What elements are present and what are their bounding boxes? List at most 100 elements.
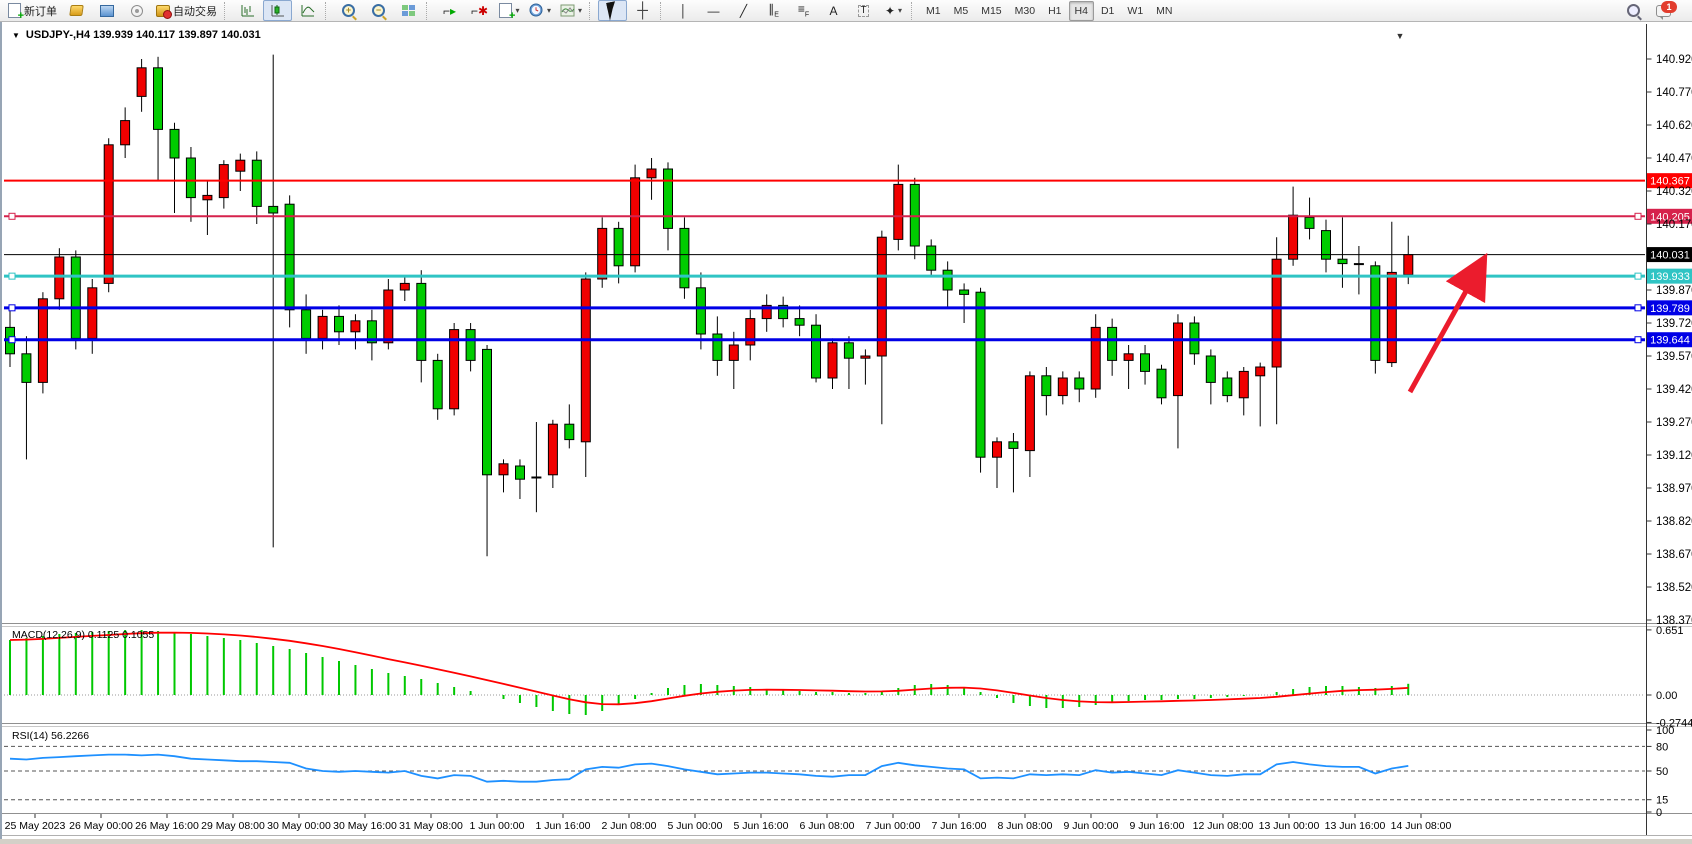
price-tag-label: 139.933: [1650, 271, 1690, 283]
macd-axis-label: -0.2744: [1656, 717, 1692, 729]
price-axis-label: 140.320: [1656, 186, 1692, 198]
line-chart-button[interactable]: [293, 0, 322, 21]
date-axis-label: 9 Jun 00:00: [1064, 820, 1119, 832]
templates-button[interactable]: ▾: [556, 0, 586, 21]
candle: [301, 294, 312, 354]
timeframe-m1[interactable]: M1: [926, 4, 941, 17]
candle: [1041, 367, 1052, 416]
candle: [1156, 364, 1167, 405]
show-indicator-window-button[interactable]: ⌐▸: [435, 0, 464, 21]
date-axis-label: 26 May 00:00: [69, 820, 133, 832]
crosshair-tool-button[interactable]: ┼: [628, 0, 657, 21]
timeframe-mn[interactable]: MN: [1156, 4, 1173, 17]
vline-tool-button[interactable]: │: [669, 0, 698, 21]
add-indicator-icon: [499, 3, 515, 22]
periods-button[interactable]: ▾: [525, 0, 555, 21]
candle: [185, 147, 196, 222]
candle: [811, 314, 821, 383]
toolbar-separator: [589, 1, 595, 20]
timeframe-toolbar: M1 M5 M15 M30 H1 H4 D1 W1 MN: [920, 0, 1178, 21]
price-axis-label: 138.970: [1656, 483, 1692, 495]
timeframe-h1[interactable]: H1: [1048, 4, 1062, 17]
candle: [1386, 221, 1397, 367]
line-handle[interactable]: [8, 336, 16, 344]
line-handle[interactable]: [8, 272, 16, 280]
price-chart[interactable]: 140.367 140.205 140.031 139.933 139.789 139.6…: [2, 22, 1692, 839]
label-tool-button[interactable]: T: [849, 0, 878, 21]
new-order-button[interactable]: 新订单: [4, 0, 61, 22]
price-axis-label: 139.870: [1656, 285, 1692, 297]
candle: [432, 353, 443, 420]
bar-chart-button[interactable]: [233, 0, 262, 21]
autotrading-button[interactable]: 自动交易: [152, 0, 221, 21]
candle: [876, 230, 887, 425]
candle: [712, 316, 723, 376]
journal-button[interactable]: [62, 0, 91, 21]
terminal-button[interactable]: [92, 0, 121, 21]
autotrading-label: 自动交易: [173, 5, 217, 18]
candle: [761, 294, 772, 332]
notifications-button[interactable]: 1: [1649, 0, 1678, 21]
line-handle[interactable]: [1634, 212, 1642, 220]
line-chart-icon: [301, 5, 314, 17]
price-axis-label: 139.720: [1656, 318, 1692, 330]
candle: [827, 338, 838, 389]
chart-title-text: USDJPY-,H4 139.939 140.117 139.897 140.0…: [25, 29, 261, 41]
cursor-tool-button[interactable]: [598, 0, 628, 21]
tile-windows-button[interactable]: [394, 0, 423, 21]
line-handle[interactable]: [1634, 304, 1642, 312]
fibonacci-tool-button[interactable]: ≡F: [789, 0, 818, 21]
candle: [1173, 314, 1183, 449]
candlestick-chart-button[interactable]: [263, 0, 292, 21]
line-handle[interactable]: [8, 304, 16, 312]
candle: [1222, 371, 1233, 403]
timeframe-m15[interactable]: M15: [981, 4, 1002, 17]
trendline-tool-button[interactable]: ╱: [729, 0, 758, 21]
timeframe-h4[interactable]: H4: [1068, 0, 1094, 21]
collapse-arrow-icon[interactable]: ▼: [12, 30, 20, 40]
trendline-icon: ╱: [739, 3, 748, 18]
close-indicator-window-button[interactable]: ⌐✱: [465, 0, 494, 21]
zoom-in-button[interactable]: +: [334, 0, 363, 21]
timeframe-w1[interactable]: W1: [1127, 4, 1144, 17]
timeframe-d1[interactable]: D1: [1100, 4, 1115, 17]
candle: [942, 261, 953, 308]
candle: [251, 151, 262, 224]
candle: [54, 248, 65, 310]
candle: [169, 122, 180, 213]
candle: [646, 158, 657, 200]
channel-tool-button[interactable]: ∥E: [759, 0, 788, 21]
rsi-axis-label: 50: [1656, 766, 1668, 778]
candle: [1205, 349, 1216, 405]
candle: [679, 217, 690, 299]
zoom-out-button[interactable]: −: [364, 0, 393, 21]
chart-window[interactable]: ▼ USDJPY-,H4 139.939 140.117 139.897 140…: [0, 22, 1692, 839]
line-handle[interactable]: [8, 212, 16, 220]
text-tool-button[interactable]: A: [819, 0, 848, 21]
search-button[interactable]: [1619, 0, 1648, 21]
price-axis-label: 139.420: [1656, 384, 1692, 396]
new-order-label: 新订单: [24, 5, 57, 18]
candle: [695, 272, 706, 350]
add-indicator-button[interactable]: ▾: [495, 0, 524, 22]
chevron-down-icon: ▾: [898, 6, 903, 15]
sound-button[interactable]: [122, 0, 151, 21]
chevron-down-icon: ▾: [578, 6, 583, 15]
price-tag: [1647, 268, 1692, 284]
timeframe-m5[interactable]: M5: [953, 4, 969, 17]
candle: [399, 276, 410, 301]
date-axis-label: 13 Jun 00:00: [1259, 820, 1320, 832]
candle: [531, 422, 542, 513]
date-axis-label: 5 Jun 16:00: [734, 820, 789, 832]
indicator-window-close-icon: ⌐✱: [470, 3, 489, 18]
timeframe-m30[interactable]: M30: [1014, 4, 1036, 17]
arrows-tool-button[interactable]: ✦ ▾: [879, 0, 908, 21]
hline-tool-button[interactable]: —: [699, 0, 728, 21]
line-handle[interactable]: [1634, 272, 1642, 280]
price-axis-label: 139.120: [1656, 450, 1692, 462]
trend-arrow-annotation[interactable]: [1407, 252, 1488, 394]
zoom-out-icon: −: [372, 4, 385, 17]
fibonacci-icon: ≡F: [797, 1, 810, 19]
chart-shift-marker-icon[interactable]: ▼: [1396, 31, 1405, 41]
line-handle[interactable]: [1634, 336, 1642, 344]
